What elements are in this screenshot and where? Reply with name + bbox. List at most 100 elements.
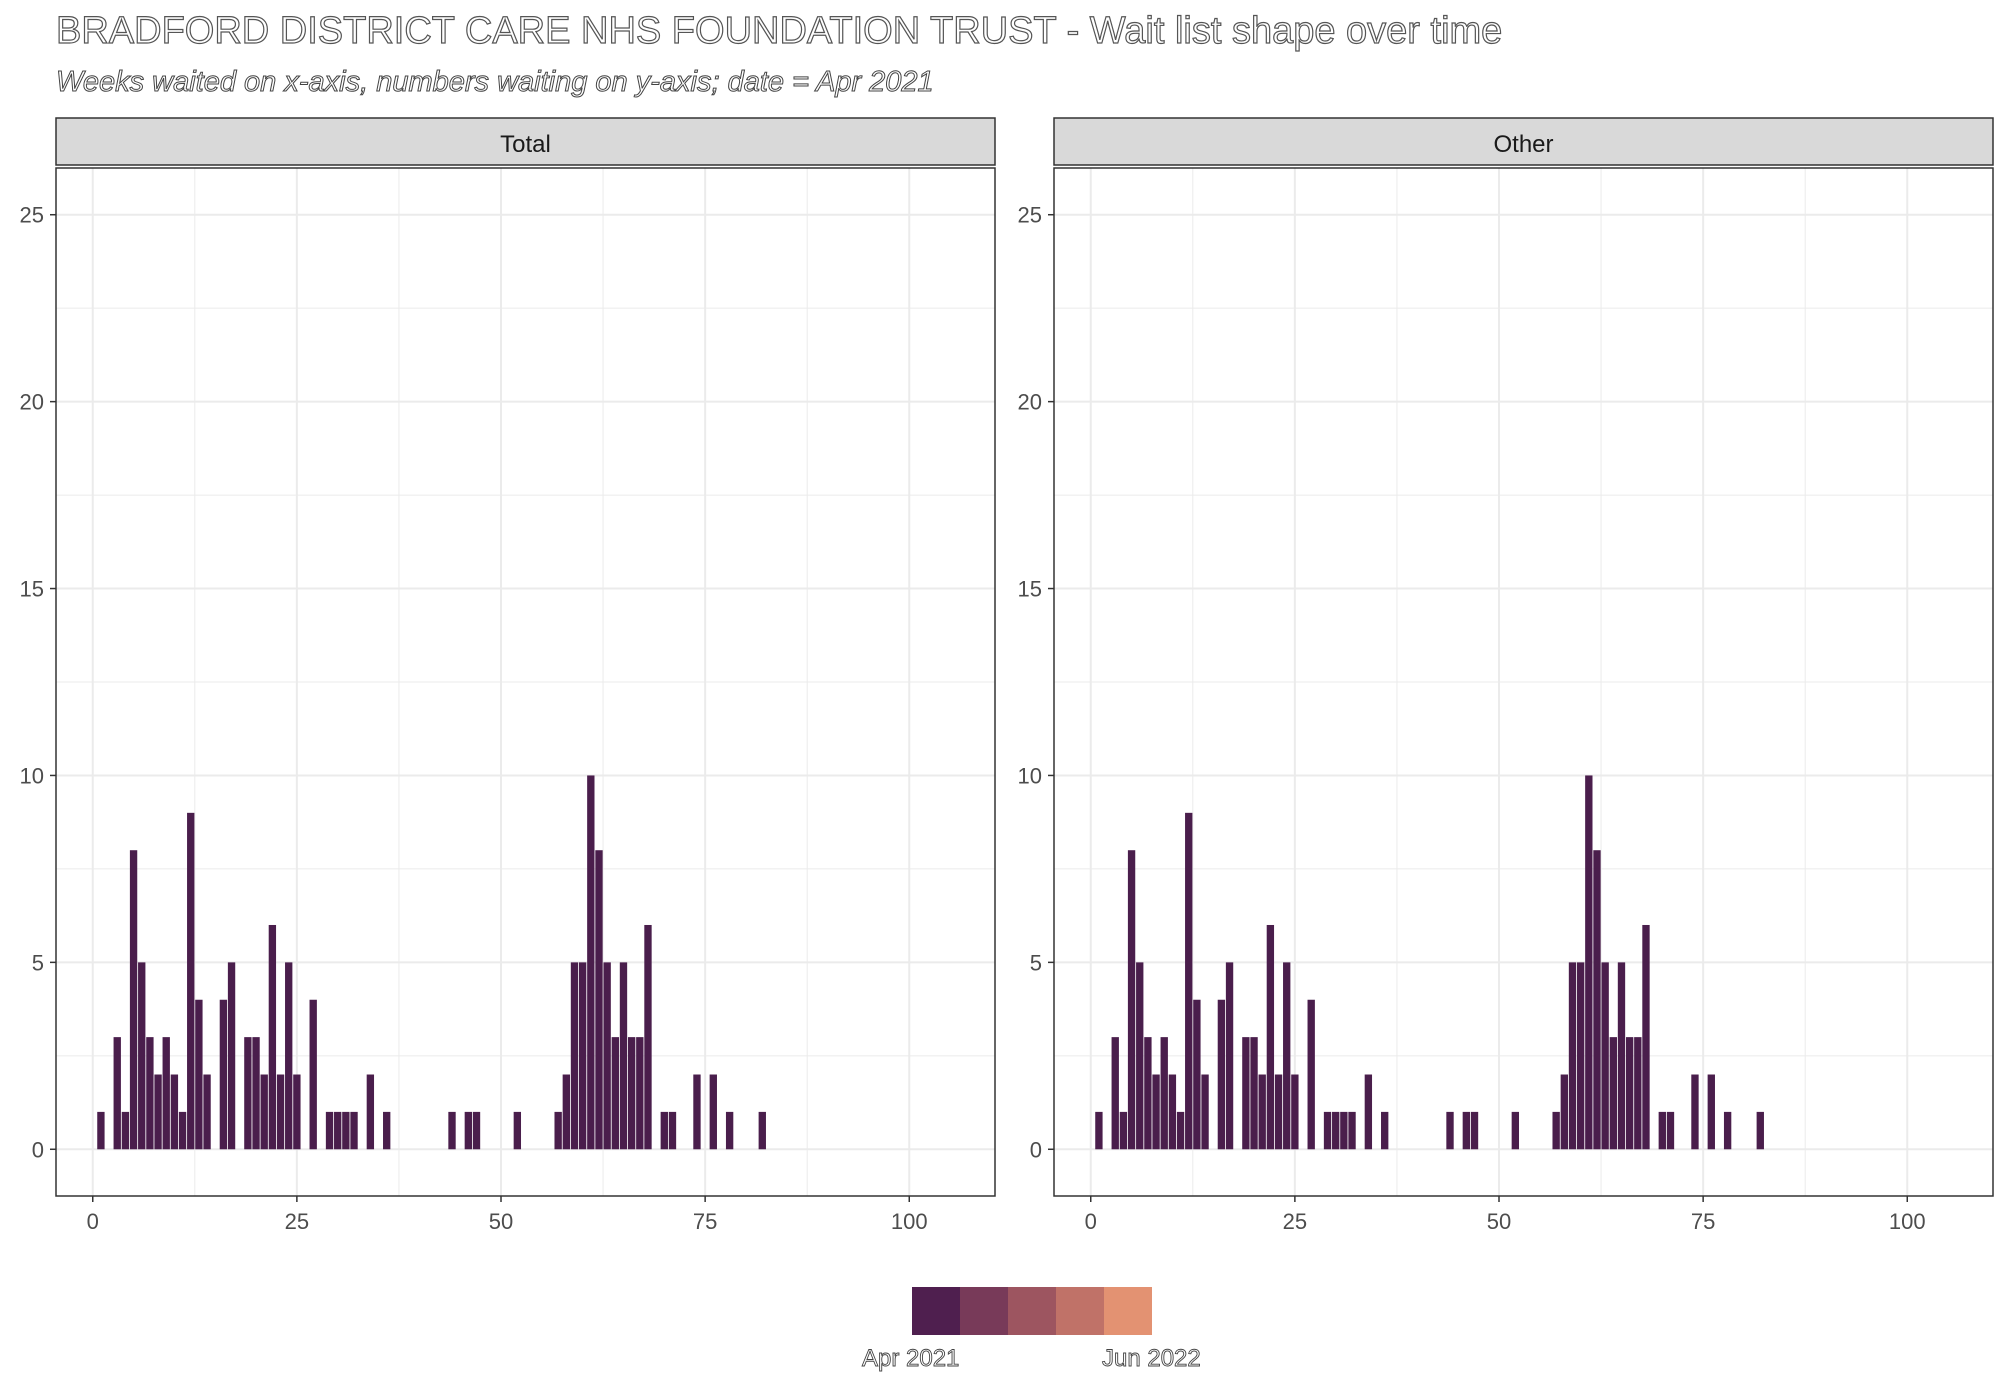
x-tick-label: 100 <box>891 1209 928 1234</box>
bar <box>1723 1111 1732 1150</box>
legend-end-label: Jun 2022 <box>1102 1345 1202 1373</box>
x-tick-label: 75 <box>693 1209 717 1234</box>
panel-border <box>1053 167 1994 1197</box>
y-tick-label: 25 <box>1018 203 1042 228</box>
bar <box>668 1111 677 1150</box>
legend-colorbar <box>912 1287 1152 1335</box>
bar <box>1593 850 1601 1150</box>
bar <box>603 962 611 1150</box>
bar <box>366 1074 375 1150</box>
facet-strip <box>55 117 996 166</box>
bar <box>1160 1037 1168 1150</box>
bar <box>570 962 579 1150</box>
bar <box>1283 962 1291 1150</box>
bar <box>1634 1037 1642 1150</box>
facet-strip <box>1053 117 1994 166</box>
bar <box>1511 1111 1520 1150</box>
legend-swatch <box>1056 1287 1104 1335</box>
bar <box>1193 999 1201 1150</box>
bar <box>1152 1074 1160 1150</box>
chart-subtitle: Weeks waited on x-axis, numbers waiting … <box>56 66 935 99</box>
bar <box>1274 1074 1283 1150</box>
bar <box>1601 962 1609 1150</box>
bar <box>1625 1037 1634 1150</box>
bar <box>1168 1074 1177 1150</box>
x-tick-label: 25 <box>1283 1209 1307 1234</box>
bar <box>1658 1111 1666 1150</box>
bar <box>1176 1111 1185 1150</box>
bar <box>1642 924 1650 1150</box>
bar <box>129 850 138 1150</box>
bar <box>1201 1074 1209 1150</box>
bar <box>644 924 652 1150</box>
bar <box>1617 962 1626 1150</box>
y-tick-label: 0 <box>32 1137 44 1162</box>
y-tick-label: 0 <box>1030 1137 1042 1162</box>
x-tick-label: 50 <box>489 1209 513 1234</box>
chart-title: BRADFORD DISTRICT CARE NHS FOUNDATION TR… <box>55 9 1503 52</box>
bar <box>154 1074 162 1150</box>
bar <box>113 1037 121 1150</box>
bar <box>636 1037 644 1150</box>
y-tick-label: 15 <box>1018 577 1042 602</box>
bar <box>758 1111 766 1150</box>
bar <box>513 1111 522 1150</box>
bar <box>1756 1111 1764 1150</box>
legend-swatch <box>912 1287 960 1335</box>
bar <box>1136 962 1144 1150</box>
bar <box>464 1111 473 1150</box>
bar <box>285 962 293 1150</box>
bar <box>170 1074 179 1150</box>
bar <box>195 999 203 1150</box>
bar <box>260 1074 268 1150</box>
panel-other: Other 0 5 10 15 20 25 0 25 50 75 100 <box>1018 117 1994 1234</box>
bar <box>1552 1111 1560 1150</box>
bar <box>1332 1111 1340 1150</box>
bar <box>1323 1111 1332 1150</box>
bar <box>162 1037 170 1150</box>
y-tick-label: 15 <box>20 577 44 602</box>
bar <box>1225 962 1234 1150</box>
bar <box>611 1037 619 1150</box>
bar <box>97 1111 105 1150</box>
y-tick-label: 10 <box>1018 763 1042 788</box>
bar <box>1707 1074 1715 1150</box>
bar <box>138 962 146 1150</box>
x-tick-label: 0 <box>1085 1209 1097 1234</box>
bar <box>121 1111 130 1150</box>
legend-swatch <box>960 1287 1008 1335</box>
bar <box>1585 775 1593 1150</box>
bar <box>1266 924 1275 1150</box>
bar <box>1144 1037 1152 1150</box>
panel-border <box>55 167 996 1197</box>
bar <box>1307 999 1315 1150</box>
bar <box>1217 999 1226 1150</box>
bar <box>693 1074 701 1150</box>
legend-swatch <box>1104 1287 1152 1335</box>
bar <box>472 1111 481 1150</box>
bar <box>578 962 587 1150</box>
bar <box>268 924 277 1150</box>
bar <box>619 962 628 1150</box>
bar <box>383 1111 391 1150</box>
bar <box>146 1037 154 1150</box>
facet-strip-label: Total <box>500 131 551 158</box>
x-tick-label: 25 <box>285 1209 309 1234</box>
bar <box>1095 1111 1103 1150</box>
bar <box>1691 1074 1699 1150</box>
bar <box>309 999 317 1150</box>
panel-total: Total 0 5 10 15 20 25 0 25 50 75 100 <box>20 117 996 1234</box>
bar <box>1462 1111 1471 1150</box>
y-tick-label: 25 <box>20 203 44 228</box>
bar <box>1258 1074 1266 1150</box>
bar <box>595 850 603 1150</box>
bar <box>627 1037 636 1150</box>
bar <box>244 1037 252 1150</box>
bar <box>448 1111 456 1150</box>
x-tick-label: 100 <box>1889 1209 1926 1234</box>
bar <box>660 1111 668 1150</box>
bar <box>178 1111 187 1150</box>
x-tick-label: 75 <box>1691 1209 1715 1234</box>
bar <box>325 1111 334 1150</box>
